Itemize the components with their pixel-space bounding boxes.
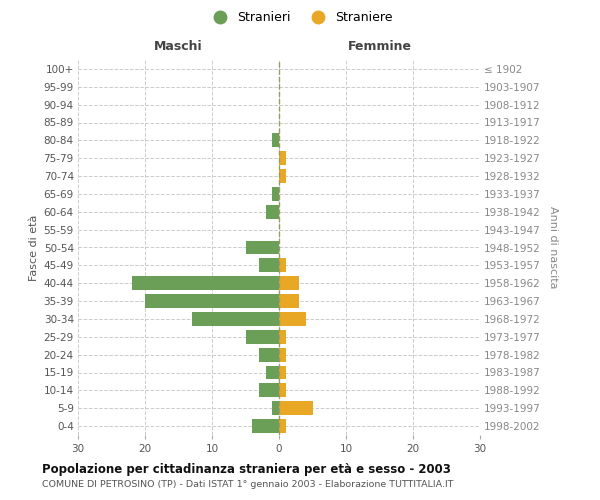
Bar bbox=[252, 419, 279, 433]
Bar bbox=[131, 276, 279, 290]
Bar bbox=[279, 276, 299, 290]
Bar bbox=[279, 419, 286, 433]
Bar bbox=[279, 348, 286, 362]
Bar bbox=[272, 134, 279, 147]
Bar bbox=[279, 258, 286, 272]
Bar bbox=[279, 169, 286, 183]
Y-axis label: Fasce di età: Fasce di età bbox=[29, 214, 40, 280]
Text: Maschi: Maschi bbox=[154, 40, 203, 52]
Bar bbox=[279, 401, 313, 415]
Bar bbox=[259, 258, 279, 272]
Bar bbox=[279, 384, 286, 398]
Bar bbox=[266, 205, 279, 219]
Text: COMUNE DI PETROSINO (TP) - Dati ISTAT 1° gennaio 2003 - Elaborazione TUTTITALIA.: COMUNE DI PETROSINO (TP) - Dati ISTAT 1°… bbox=[42, 480, 454, 489]
Bar bbox=[279, 330, 286, 344]
Bar bbox=[279, 151, 286, 165]
Bar bbox=[245, 240, 279, 254]
Y-axis label: Anni di nascita: Anni di nascita bbox=[548, 206, 557, 289]
Bar bbox=[259, 348, 279, 362]
Bar bbox=[279, 294, 299, 308]
Legend: Stranieri, Straniere: Stranieri, Straniere bbox=[202, 6, 398, 29]
Bar bbox=[259, 384, 279, 398]
Bar bbox=[279, 366, 286, 380]
Bar bbox=[245, 330, 279, 344]
Bar bbox=[266, 366, 279, 380]
Bar bbox=[145, 294, 279, 308]
Bar bbox=[272, 401, 279, 415]
Bar bbox=[272, 187, 279, 201]
Text: Femmine: Femmine bbox=[347, 40, 412, 52]
Bar bbox=[279, 312, 306, 326]
Text: Popolazione per cittadinanza straniera per età e sesso - 2003: Popolazione per cittadinanza straniera p… bbox=[42, 462, 451, 475]
Bar bbox=[192, 312, 279, 326]
